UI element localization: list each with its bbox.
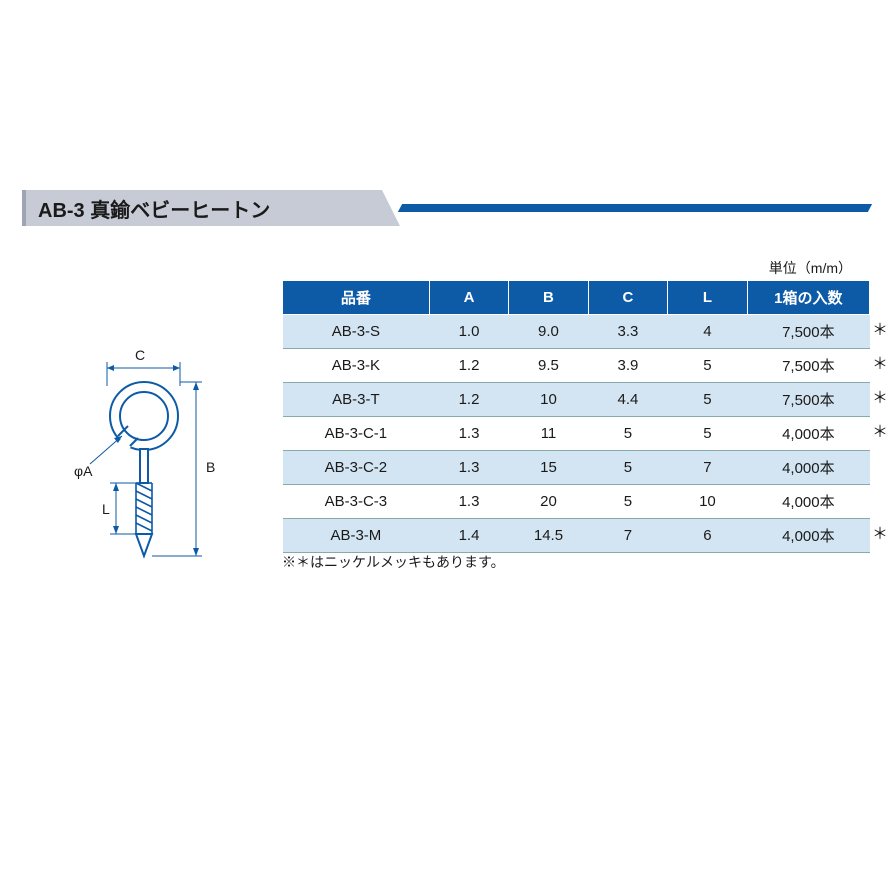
table-row: AB-3-T1.2104.457,500本 <box>283 383 870 417</box>
table-cell: 9.5 <box>509 349 588 383</box>
table-cell: 5 <box>588 485 667 519</box>
table-cell: 1.4 <box>429 519 508 553</box>
table-cell: 14.5 <box>509 519 588 553</box>
spec-table: 品番 A B C L 1箱の入数 AB-3-S1.09.03.347,500本A… <box>282 280 870 553</box>
table-row: AB-3-C-31.3205104,000本 <box>283 485 870 519</box>
col-part: 品番 <box>283 281 430 315</box>
table-cell: 1.3 <box>429 485 508 519</box>
table-cell: 7 <box>668 451 747 485</box>
table-cell: 5 <box>588 451 667 485</box>
asterisk-marker: ＊ <box>872 384 886 408</box>
diagram-container: C φA <box>22 280 282 579</box>
table-row: AB-3-C-21.315574,000本 <box>283 451 870 485</box>
table-cell: 5 <box>588 417 667 451</box>
table-cell: 5 <box>668 383 747 417</box>
eye-screw-diagram: C φA <box>52 344 242 574</box>
table-cell: 1.3 <box>429 451 508 485</box>
table-cell: 7,500本 <box>747 383 869 417</box>
table-cell: 9.0 <box>509 315 588 349</box>
table-cell: AB-3-C-2 <box>283 451 430 485</box>
table-cell: 4,000本 <box>747 519 869 553</box>
table-cell: 1.0 <box>429 315 508 349</box>
table-row: AB-3-K1.29.53.957,500本 <box>283 349 870 383</box>
table-cell: AB-3-C-1 <box>283 417 430 451</box>
asterisk-marker: ＊ <box>872 520 886 544</box>
table-cell: 20 <box>509 485 588 519</box>
table-cell: 4,000本 <box>747 485 869 519</box>
table-cell: 6 <box>668 519 747 553</box>
table-cell: 3.3 <box>588 315 667 349</box>
table-row: AB-3-C-11.311554,000本 <box>283 417 870 451</box>
table-cell: 15 <box>509 451 588 485</box>
table-cell: 4,000本 <box>747 417 869 451</box>
table-cell: 4 <box>668 315 747 349</box>
table-row: AB-3-S1.09.03.347,500本 <box>283 315 870 349</box>
table-cell: 5 <box>668 417 747 451</box>
dim-label-a: φA <box>74 463 93 479</box>
col-a: A <box>429 281 508 315</box>
table-cell: 7,500本 <box>747 315 869 349</box>
table-cell: 7 <box>588 519 667 553</box>
table-cell: 1.2 <box>429 349 508 383</box>
table-cell: 1.2 <box>429 383 508 417</box>
table-cell: 5 <box>668 349 747 383</box>
table-cell: 1.3 <box>429 417 508 451</box>
footnote: ※＊はニッケルメッキもあります。 <box>282 552 505 572</box>
section-header: AB-3 真鍮ベビーヒートン <box>22 190 870 226</box>
table-cell: 4.4 <box>588 383 667 417</box>
col-b: B <box>509 281 588 315</box>
asterisk-marker: ＊ <box>872 418 886 442</box>
section-title: AB-3 真鍮ベビーヒートン <box>22 190 382 226</box>
dim-label-l: L <box>102 501 110 517</box>
table-cell: AB-3-T <box>283 383 430 417</box>
dim-label-c: C <box>135 347 145 363</box>
table-cell: 4,000本 <box>747 451 869 485</box>
col-l: L <box>668 281 747 315</box>
table-header-row: 品番 A B C L 1箱の入数 <box>283 281 870 315</box>
asterisk-marker: ＊ <box>872 350 886 374</box>
content-area: C φA <box>22 280 870 579</box>
table-cell: 3.9 <box>588 349 667 383</box>
header-stripe <box>398 204 872 212</box>
table-cell: AB-3-S <box>283 315 430 349</box>
unit-label: 単位（m/m） <box>769 258 852 278</box>
table-cell: AB-3-M <box>283 519 430 553</box>
col-qty: 1箱の入数 <box>747 281 869 315</box>
col-c: C <box>588 281 667 315</box>
table-cell: 7,500本 <box>747 349 869 383</box>
table-cell: AB-3-K <box>283 349 430 383</box>
table-row: AB-3-M1.414.5764,000本 <box>283 519 870 553</box>
table-cell: 10 <box>668 485 747 519</box>
spec-table-wrap: 品番 A B C L 1箱の入数 AB-3-S1.09.03.347,500本A… <box>282 280 870 553</box>
table-cell: AB-3-C-3 <box>283 485 430 519</box>
table-cell: 10 <box>509 383 588 417</box>
asterisk-marker: ＊ <box>872 316 886 340</box>
table-cell: 11 <box>509 417 588 451</box>
dim-label-b: B <box>206 459 215 475</box>
